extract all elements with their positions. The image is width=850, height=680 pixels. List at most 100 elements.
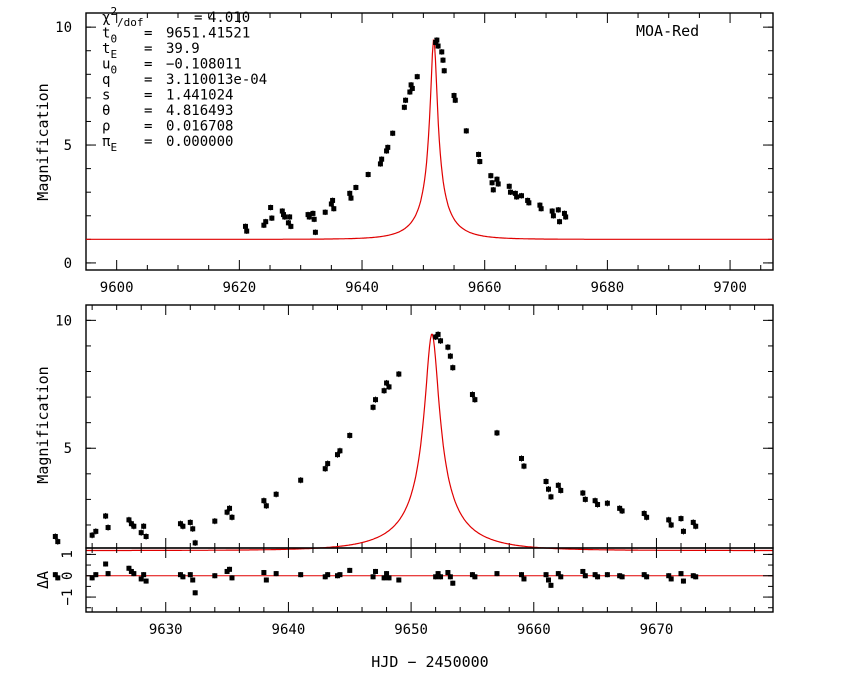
data-point [438, 338, 444, 344]
data-point [273, 491, 279, 497]
y-tick-label: −1 [60, 589, 76, 606]
data-point [370, 404, 376, 410]
param-symbol: χ [102, 10, 110, 26]
data-point [347, 567, 353, 573]
data-point [227, 566, 233, 572]
data-point [322, 466, 328, 472]
data-point [488, 173, 494, 179]
data-point [385, 144, 391, 150]
data-point [463, 128, 469, 134]
data-point [242, 223, 248, 229]
data-point [396, 577, 402, 583]
x-tick-label: 9660 [517, 622, 551, 638]
data-point [644, 514, 650, 520]
x-tick-label: 9630 [149, 622, 183, 638]
fit-parameter: u0 [102, 57, 117, 77]
instrument-label: MOA-Red [636, 22, 699, 40]
data-point [538, 206, 544, 212]
data-point [93, 528, 99, 534]
fit-parameter: ρ [102, 119, 110, 135]
data-point [678, 516, 684, 522]
data-point [337, 448, 343, 454]
top-y-axis-title: Magnification [34, 83, 52, 200]
data-point [353, 184, 359, 190]
y-tick-label: 0 [60, 572, 76, 580]
data-point [617, 505, 623, 511]
data-point [348, 195, 354, 201]
data-point [690, 519, 696, 525]
data-point [384, 571, 390, 577]
data-point [212, 573, 218, 579]
param-symbol: π [102, 134, 111, 150]
x-tick-label: 9620 [222, 280, 256, 296]
data-point [384, 380, 390, 386]
fit-parameter: χ2/dof [102, 5, 144, 29]
data-point [450, 580, 456, 586]
data-point [379, 156, 385, 162]
data-point [365, 172, 371, 178]
x-axis-title: HJD − 2450000 [371, 653, 488, 671]
data-point [141, 572, 147, 578]
y-tick-label: 5 [64, 138, 72, 154]
data-point [334, 452, 340, 458]
param-equals: = [144, 41, 152, 57]
y-tick-label: 1 [60, 550, 76, 558]
param-equals: = [144, 57, 152, 73]
data-point [306, 214, 312, 220]
data-point [693, 523, 699, 529]
y-tick-label: 0 [64, 256, 72, 272]
param-value: 1.441024 [166, 88, 233, 104]
data-point [224, 509, 230, 515]
middle-y-axis-title: Magnification [34, 366, 52, 483]
param-equals: = [144, 103, 152, 119]
data-point [545, 577, 551, 583]
fit-parameter: q [102, 72, 110, 88]
data-point [89, 575, 95, 581]
y-tick-label: 5 [64, 441, 72, 457]
data-point [435, 331, 441, 337]
x-tick-label: 9640 [272, 622, 306, 638]
data-point [519, 455, 525, 461]
data-point [435, 571, 441, 577]
param-value: 9651.41521 [166, 26, 250, 42]
data-point [288, 223, 294, 229]
data-point [507, 189, 513, 195]
param-symbol: s [102, 88, 110, 104]
top-model-curve [86, 38, 773, 240]
data-point [580, 490, 586, 496]
x-tick-label: 9600 [100, 280, 134, 296]
data-point [381, 575, 387, 581]
data-point [212, 518, 218, 524]
data-point [261, 498, 267, 504]
data-point [384, 148, 390, 154]
data-point [105, 525, 111, 531]
data-point [408, 82, 414, 88]
param-symbol: u [102, 57, 110, 73]
data-point [128, 521, 134, 527]
param-equals: = [144, 134, 152, 150]
data-point [447, 574, 453, 580]
data-point [506, 183, 512, 189]
param-subscript: 0 [110, 33, 117, 46]
data-point [557, 219, 563, 225]
data-point [227, 505, 233, 511]
param-symbol: q [102, 72, 110, 88]
data-point [180, 574, 186, 580]
middle-panel-ticks: 5 10 [55, 305, 773, 548]
data-point [439, 49, 445, 55]
data-point [680, 578, 686, 584]
data-point [494, 430, 500, 436]
data-point [407, 89, 413, 95]
param-value: 39.9 [166, 41, 200, 57]
data-point [666, 573, 672, 579]
data-point [561, 210, 567, 216]
x-tick-label: 9680 [591, 280, 625, 296]
fit-parameter: s [102, 88, 110, 104]
data-point [447, 353, 453, 359]
data-point [537, 202, 543, 208]
data-point [105, 571, 111, 577]
param-equals: = [144, 119, 152, 135]
data-point [190, 526, 196, 532]
param-subscript: 0 [110, 64, 117, 77]
